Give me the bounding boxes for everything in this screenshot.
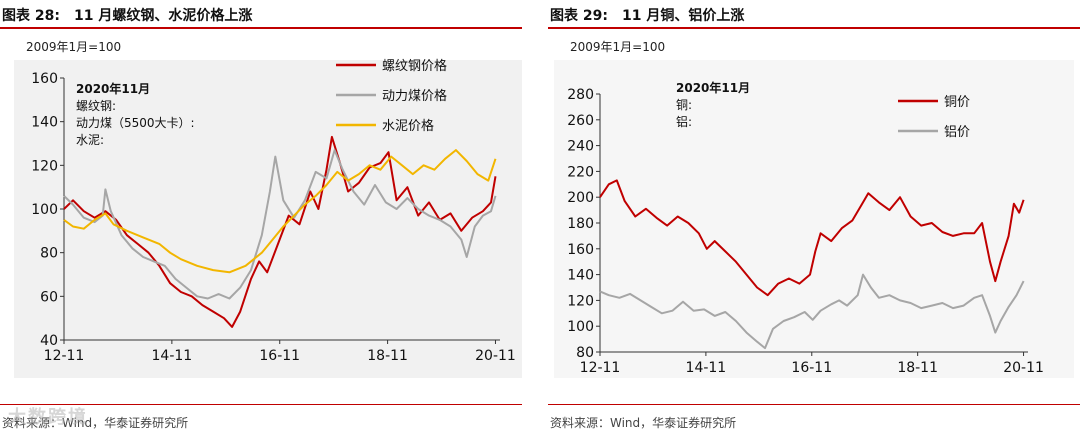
line-chart: 40 60 80 100 120 140 160 12-11 14-11 16-11 18-11 20… bbox=[31, 58, 516, 364]
annotation-line: 铜: bbox=[676, 97, 692, 112]
series-line bbox=[599, 273, 1025, 350]
y-tick-label: 280 bbox=[567, 87, 594, 103]
unit-note: 2009年1月=100 bbox=[570, 40, 666, 54]
x-tick-label: 12-11 bbox=[580, 360, 621, 376]
series-line bbox=[63, 135, 497, 328]
y-tick-label: 40 bbox=[40, 333, 58, 349]
y-tick-label: 60 bbox=[40, 289, 58, 305]
y-tick-label: 80 bbox=[576, 345, 594, 361]
y-tick-label: 200 bbox=[567, 190, 594, 206]
source-rule bbox=[0, 404, 522, 405]
y-tick-label: 180 bbox=[567, 216, 594, 232]
legend-label: 水泥价格 bbox=[382, 118, 434, 134]
y-tick-label: 100 bbox=[31, 202, 58, 218]
unit-note: 2009年1月=100 bbox=[26, 40, 122, 54]
series-line bbox=[599, 179, 1025, 297]
y-tick-label: 140 bbox=[31, 115, 58, 131]
legend-label: 铜价 bbox=[944, 95, 970, 110]
x-tick-label: 18-11 bbox=[897, 360, 938, 376]
y-tick-label: 120 bbox=[567, 293, 594, 309]
annotation-line: 螺纹钢: bbox=[76, 99, 116, 113]
figure-title: 图表 28: 11 月螺纹钢、水泥价格上涨 bbox=[2, 5, 266, 25]
source-note: 资料来源：Wind，华泰证券研究所 bbox=[2, 416, 189, 430]
x-tick-label: 20-11 bbox=[1003, 360, 1044, 376]
y-tick-label: 160 bbox=[567, 242, 594, 258]
figure-label: 图表 29: bbox=[550, 8, 608, 24]
annotation-line: 2020年11月 bbox=[76, 81, 150, 96]
line-chart: 80 100 120 140 160 180 200 220 240 260 280 12-11 14-… bbox=[567, 80, 1044, 376]
annotation-line: 2020年11月 bbox=[676, 80, 750, 95]
x-tick-label: 18-11 bbox=[367, 348, 408, 364]
x-tick-label: 14-11 bbox=[152, 348, 193, 364]
annotation-line: 水泥: bbox=[76, 133, 104, 147]
y-tick-label: 160 bbox=[31, 71, 58, 87]
watermark-logo: 大数跨境 bbox=[8, 407, 88, 428]
figure-title: 图表 29: 11 月铜、铝价上涨 bbox=[550, 5, 758, 25]
y-tick-label: 220 bbox=[567, 164, 594, 180]
y-tick-label: 120 bbox=[31, 158, 58, 174]
title-rule bbox=[548, 27, 1080, 29]
legend-label: 动力煤价格 bbox=[382, 88, 447, 104]
x-tick-label: 16-11 bbox=[791, 360, 832, 376]
figure-caption: 11 月铜、铝价上涨 bbox=[621, 8, 745, 24]
x-tick-label: 12-11 bbox=[44, 348, 85, 364]
annotation-line: 动力煤（5500大卡）: bbox=[76, 116, 195, 130]
source-note: 资料来源：Wind，华泰证券研究所 bbox=[550, 416, 737, 430]
x-tick-label: 16-11 bbox=[259, 348, 300, 364]
y-tick-label: 260 bbox=[567, 113, 594, 129]
y-tick-label: 80 bbox=[40, 246, 58, 262]
legend-label: 铝价 bbox=[944, 125, 970, 140]
annotation-line: 铝: bbox=[676, 114, 692, 129]
y-tick-label: 100 bbox=[567, 319, 594, 335]
legend-label: 螺纹钢价格 bbox=[382, 58, 447, 74]
source-rule bbox=[548, 404, 1080, 405]
y-tick-label: 240 bbox=[567, 139, 594, 155]
title-rule bbox=[0, 27, 522, 29]
series-line bbox=[63, 149, 497, 300]
series-line bbox=[63, 149, 497, 274]
plot-background bbox=[554, 60, 1074, 378]
y-tick-label: 140 bbox=[567, 268, 594, 284]
x-tick-label: 14-11 bbox=[686, 360, 727, 376]
left-figure: 图表 28: 11 月螺纹钢、水泥价格上涨 2009年1月=100 40 60 80 1… bbox=[0, 0, 522, 439]
figure-caption: 11 月螺纹钢、水泥价格上涨 bbox=[73, 8, 253, 24]
figure-label: 图表 28: bbox=[2, 8, 60, 24]
x-tick-label: 20-11 bbox=[475, 348, 516, 364]
right-figure: 图表 29: 11 月铜、铝价上涨 2009年1月=100 80 100 120 140… bbox=[548, 0, 1080, 439]
